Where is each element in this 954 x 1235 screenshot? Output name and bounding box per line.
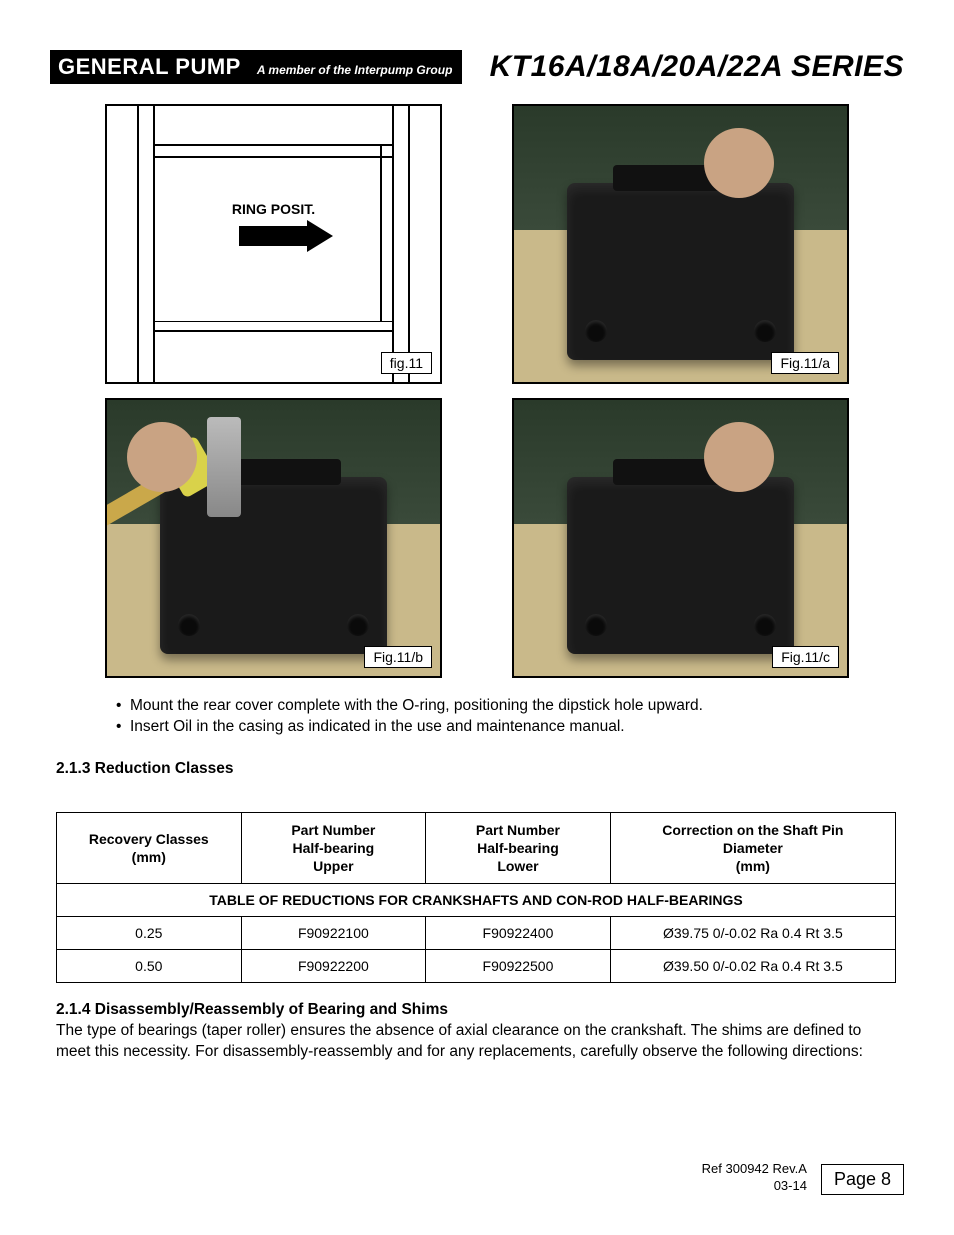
figure-11a: Fig.11/a [512,104,849,384]
figure-11: RING POSIT. fig.11 [105,104,442,384]
table-cell: Ø39.50 0/-0.02 Ra 0.4 Rt 3.5 [610,950,895,983]
ring-posit-label: RING POSIT. [232,201,315,217]
table-row: 0.25 F90922100 F90922400 Ø39.75 0/-0.02 … [57,917,896,950]
page-header: GENERAL PUMP A member of the Interpump G… [50,50,904,84]
table-cell: F90922400 [426,917,611,950]
table-title-row: TABLE OF REDUCTIONS FOR CRANKSHAFTS AND … [57,884,896,917]
reductions-table: TABLE OF REDUCTIONS FOR CRANKSHAFTS AND … [56,812,896,984]
bullet-item: Mount the rear cover complete with the O… [116,696,904,717]
col-header: Correction on the Shaft Pin Diameter (mm… [610,812,895,884]
section-213-heading: 2.1.3 Reduction Classes [56,760,904,778]
schematic-drawing: RING POSIT. [107,106,440,382]
header-line: Upper [313,858,353,874]
col-header: Recovery Classes (mm) [57,812,242,884]
bullet-item: Insert Oil in the casing as indicated in… [116,717,904,738]
table-cell: Ø39.75 0/-0.02 Ra 0.4 Rt 3.5 [610,917,895,950]
figures-grid: RING POSIT. fig.11 Fig.11/a Fig.11/b [105,104,849,678]
page-footer: Ref 300942 Rev.A 03-14 Page 8 [702,1161,904,1195]
figure-label: Fig.11/b [364,646,432,668]
header-line: Lower [497,858,538,874]
photo-scene [514,400,847,676]
brand-bar: GENERAL PUMP A member of the Interpump G… [50,50,462,84]
col-header: Part Number Half-bearing Upper [241,812,426,884]
brand-tagline: A member of the Interpump Group [257,63,453,77]
ref-block: Ref 300942 Rev.A 03-14 [702,1161,807,1195]
figure-label: Fig.11/c [772,646,839,668]
header-line: Recovery Classes [89,831,209,847]
header-line: (mm) [736,858,770,874]
instruction-bullets: Mount the rear cover complete with the O… [116,696,904,738]
series-title: KT16A/18A/20A/22A SERIES [490,50,904,84]
brand-name: GENERAL PUMP [58,54,241,80]
header-line: Half-bearing [293,840,375,856]
page-number: Page 8 [821,1164,904,1195]
photo-scene [514,106,847,382]
header-line: Correction on the Shaft Pin [662,822,843,838]
section-214-heading: 2.1.4 Disassembly/Reassembly of Bearing … [56,1001,904,1019]
col-header: Part Number Half-bearing Lower [426,812,611,884]
photo-scene [107,400,440,676]
header-line: Part Number [476,822,560,838]
arrow-icon [239,226,309,246]
figure-label: Fig.11/a [771,352,839,374]
table-cell: F90922200 [241,950,426,983]
table-cell: 0.25 [57,917,242,950]
table-cell: 0.50 [57,950,242,983]
header-line: (mm) [132,849,166,865]
date-line: 03-14 [702,1178,807,1195]
table-cell: F90922100 [241,917,426,950]
ref-line: Ref 300942 Rev.A [702,1161,807,1178]
table-header-row: Recovery Classes (mm) Part Number Half-b… [57,812,896,884]
table-row: 0.50 F90922200 F90922500 Ø39.50 0/-0.02 … [57,950,896,983]
header-line: Diameter [723,840,783,856]
figure-label: fig.11 [381,352,432,374]
table-title: TABLE OF REDUCTIONS FOR CRANKSHAFTS AND … [57,884,896,917]
table-cell: F90922500 [426,950,611,983]
header-line: Part Number [291,822,375,838]
header-line: Half-bearing [477,840,559,856]
figure-11b: Fig.11/b [105,398,442,678]
figure-11c: Fig.11/c [512,398,849,678]
section-214-body: The type of bearings (taper roller) ensu… [56,1021,898,1063]
